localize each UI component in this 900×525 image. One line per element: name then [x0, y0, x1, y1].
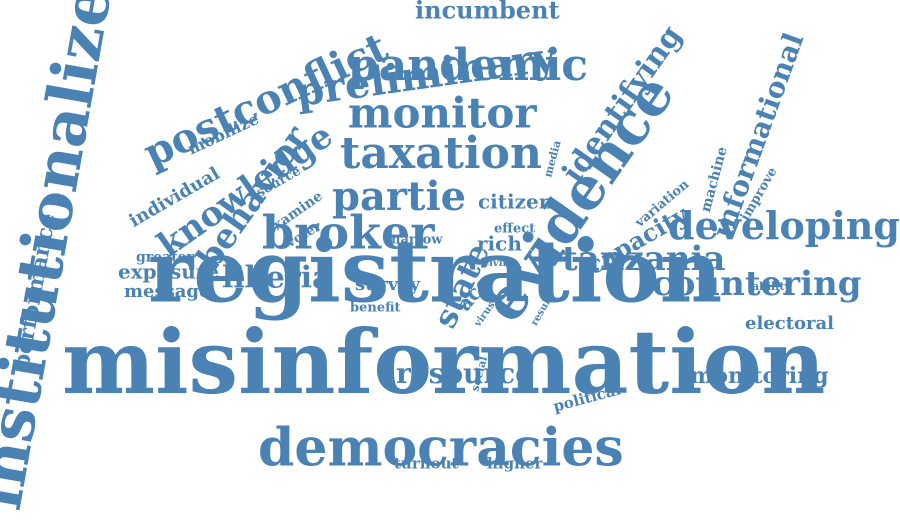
word-exposure: exposure — [118, 259, 220, 284]
word-incumbent: incumbent — [415, 0, 560, 25]
word-civil: civil — [483, 257, 507, 269]
word-monitor: monitor — [348, 88, 537, 138]
word-developing: developing — [668, 202, 900, 248]
word-taxation: taxation — [340, 127, 542, 179]
word-institutionalized: institutionalized — [0, 0, 134, 515]
word-effect: effect — [494, 221, 536, 237]
word-benefit: benefit — [350, 300, 401, 316]
word-countering: countering — [652, 264, 862, 305]
word-partie: partie — [332, 173, 467, 221]
word-turnout: turnout — [394, 454, 459, 473]
word-resource: resource — [396, 357, 533, 391]
word-pandemic: pandemic — [348, 39, 589, 91]
word-liberia: liberia — [222, 260, 332, 296]
word-democracies: democracies — [258, 417, 624, 479]
word-registration: registration — [148, 221, 723, 323]
word-citizen: citizen — [478, 189, 554, 214]
word-higher: higher — [487, 454, 543, 473]
word-message: message — [124, 281, 211, 303]
word-ability: ability — [752, 279, 791, 293]
word-electoral: electoral — [745, 313, 835, 335]
word-misinformation: misinformation — [62, 309, 826, 414]
word-rich: rich — [477, 231, 522, 256]
word-tanzania: tanzania — [562, 239, 726, 280]
word-narrow: narrow — [391, 232, 443, 248]
word-survey: survey — [355, 274, 421, 296]
word-broker: broker — [262, 205, 435, 260]
word-greater: greater — [136, 249, 194, 266]
word-monitoring: monitoring — [690, 362, 829, 389]
